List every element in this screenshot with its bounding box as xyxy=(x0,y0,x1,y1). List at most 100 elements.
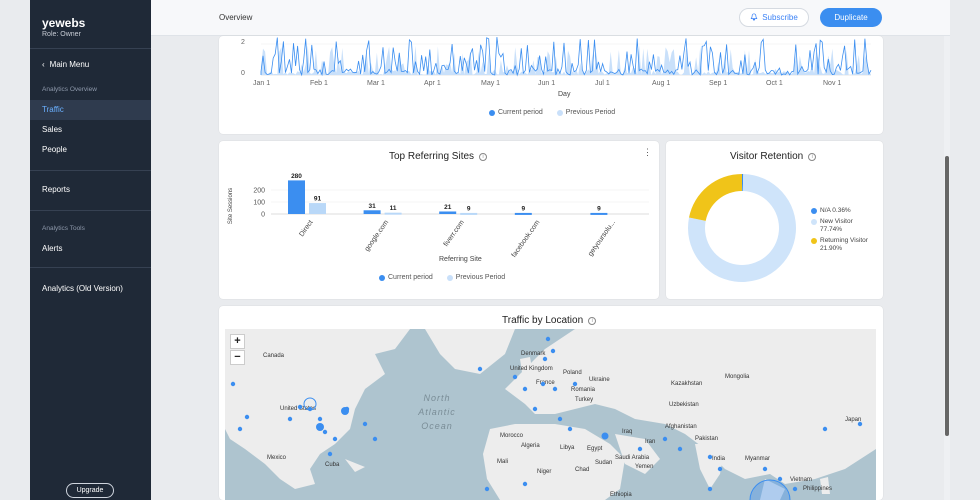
divider xyxy=(30,267,151,268)
chevron-left-icon: ‹ xyxy=(42,60,45,69)
traffic-marker xyxy=(557,416,563,422)
map-place-label: Saudi Arabia xyxy=(615,455,650,461)
traffic-marker xyxy=(542,356,548,362)
traffic-marker xyxy=(552,386,558,392)
referring-y-tick: 0 xyxy=(261,212,265,219)
top-bar: Overview Subscribe Duplicate xyxy=(151,0,950,36)
traffic-cluster-marker xyxy=(316,423,324,431)
map-place-label: Cuba xyxy=(325,462,340,468)
subscribe-button[interactable]: Subscribe xyxy=(739,8,809,27)
sidebar-item-alerts[interactable]: Alerts xyxy=(42,244,63,253)
referring-x-label: Referring Site xyxy=(439,256,482,263)
traffic-marker xyxy=(317,416,323,422)
retention-legend-item[interactable]: N/A 0.36% xyxy=(811,207,871,215)
map-place-label: Chad xyxy=(575,467,590,473)
map-place-label: Philippines xyxy=(803,486,833,492)
traffic-cluster-marker xyxy=(601,432,609,440)
legend-current[interactable]: Current period xyxy=(379,274,433,281)
retention-slice xyxy=(688,174,796,282)
main-menu-link[interactable]: ‹ Main Menu xyxy=(42,60,89,69)
legend-swatch xyxy=(811,238,817,244)
sidebar-item-reports[interactable]: Reports xyxy=(42,185,71,194)
timeline-y-tick: 2 xyxy=(241,39,245,46)
upgrade-button[interactable]: Upgrade xyxy=(66,483,114,498)
map-place-label: Pakistan xyxy=(695,436,719,442)
timeline-x-tick: Mar 1 xyxy=(367,80,385,87)
info-icon[interactable]: i xyxy=(479,152,488,161)
traffic-marker xyxy=(762,466,768,472)
map-place-label: Canada xyxy=(263,353,285,359)
map-place-label: France xyxy=(536,380,555,386)
referring-data-label: 11 xyxy=(390,205,397,212)
referring-bar xyxy=(384,212,402,215)
retention-slice xyxy=(689,174,742,221)
referring-bar xyxy=(309,203,326,214)
sidebar-item-traffic[interactable]: Traffic xyxy=(30,100,151,120)
referring-data-label: 9 xyxy=(597,205,601,212)
sidebar-item-sales[interactable]: Sales xyxy=(42,125,63,134)
referring-y-tick: 100 xyxy=(253,200,265,207)
world-map[interactable]: + − North Atlantic Ocean Canada United St… xyxy=(225,329,876,500)
zoom-out-button[interactable]: − xyxy=(230,350,245,365)
legend-previous[interactable]: Previous Period xyxy=(556,109,615,116)
more-options-icon[interactable]: ⋮ xyxy=(643,147,652,157)
traffic-marker xyxy=(792,486,798,492)
referring-data-label: 9 xyxy=(521,205,525,212)
retention-legend-item[interactable]: Returning Visitor 21.90% xyxy=(811,237,871,253)
referring-y-label: Site Sessions xyxy=(228,187,235,225)
retention-donut xyxy=(688,174,796,282)
map-place-label: Libya xyxy=(560,445,575,451)
referring-x-tick: fiverr.com xyxy=(443,219,466,248)
referring-x-tick: Direct xyxy=(298,219,314,238)
traffic-marker xyxy=(297,404,303,410)
traffic-marker xyxy=(545,336,551,342)
map-place-label: Poland xyxy=(563,370,582,376)
traffic-cluster-marker xyxy=(303,397,317,411)
timeline-x-tick: Oct 1 xyxy=(766,80,783,87)
traffic-marker xyxy=(567,426,573,432)
timeline-y-tick: 0 xyxy=(241,70,245,77)
referring-bar xyxy=(590,212,608,215)
traffic-marker xyxy=(307,406,313,412)
map-place-label: Denmark xyxy=(521,351,546,357)
traffic-marker xyxy=(572,381,578,387)
scrollbar[interactable] xyxy=(944,36,950,500)
legend-label: N/A 0.36% xyxy=(820,207,851,214)
map-place-label: Vietnam xyxy=(790,477,812,483)
traffic-marker xyxy=(677,446,683,452)
map-place-label: Algeria xyxy=(521,443,540,449)
timeline-x-tick: May 1 xyxy=(481,80,501,87)
main-menu-label: Main Menu xyxy=(49,60,90,69)
traffic-cluster-marker xyxy=(749,479,791,500)
site-name[interactable]: yewebs xyxy=(42,16,86,30)
scrollbar-thumb[interactable] xyxy=(945,156,949,436)
sidebar-item-old-version[interactable]: Analytics (Old Version) xyxy=(42,284,123,293)
map-traffic-markers xyxy=(230,336,863,500)
timeline-x-tick: Aug 1 xyxy=(652,80,671,87)
retention-slice xyxy=(742,174,744,192)
legend-current[interactable]: Current period xyxy=(489,109,543,116)
referring-data-label: 21 xyxy=(444,204,452,211)
info-icon[interactable]: i xyxy=(588,316,597,325)
map-place-label: Egypt xyxy=(587,446,603,452)
traffic-marker xyxy=(362,421,368,427)
map-place-label: Kazakhstan xyxy=(671,381,703,387)
subscribe-label: Subscribe xyxy=(762,13,798,22)
zoom-in-button[interactable]: + xyxy=(230,334,245,349)
timeline-legend: Current period Previous Period xyxy=(489,109,615,116)
map-place-label: Romania xyxy=(571,387,596,393)
section-analytics-tools: Analytics Tools xyxy=(42,225,85,232)
sidebar-item-people[interactable]: People xyxy=(42,145,67,154)
retention-legend-item[interactable]: New Visitor 77.74% xyxy=(811,218,871,234)
map-place-label: Sudan xyxy=(595,460,613,466)
traffic-marker xyxy=(857,421,863,427)
retention-legend: N/A 0.36% New Visitor 77.74% Returning Vis… xyxy=(811,207,871,256)
breadcrumb[interactable]: Overview xyxy=(219,13,253,22)
referring-y-tick: 200 xyxy=(253,188,265,195)
sidebar: yewebs Role: Owner ‹ Main Menu Analytics… xyxy=(30,0,151,500)
legend-previous[interactable]: Previous Period xyxy=(446,274,505,281)
info-icon[interactable]: i xyxy=(808,152,817,161)
duplicate-button[interactable]: Duplicate xyxy=(820,8,882,27)
map-land xyxy=(225,329,876,500)
visitor-retention-card: Visitor Retention i N/A 0.36% New Visitor… xyxy=(666,141,883,299)
